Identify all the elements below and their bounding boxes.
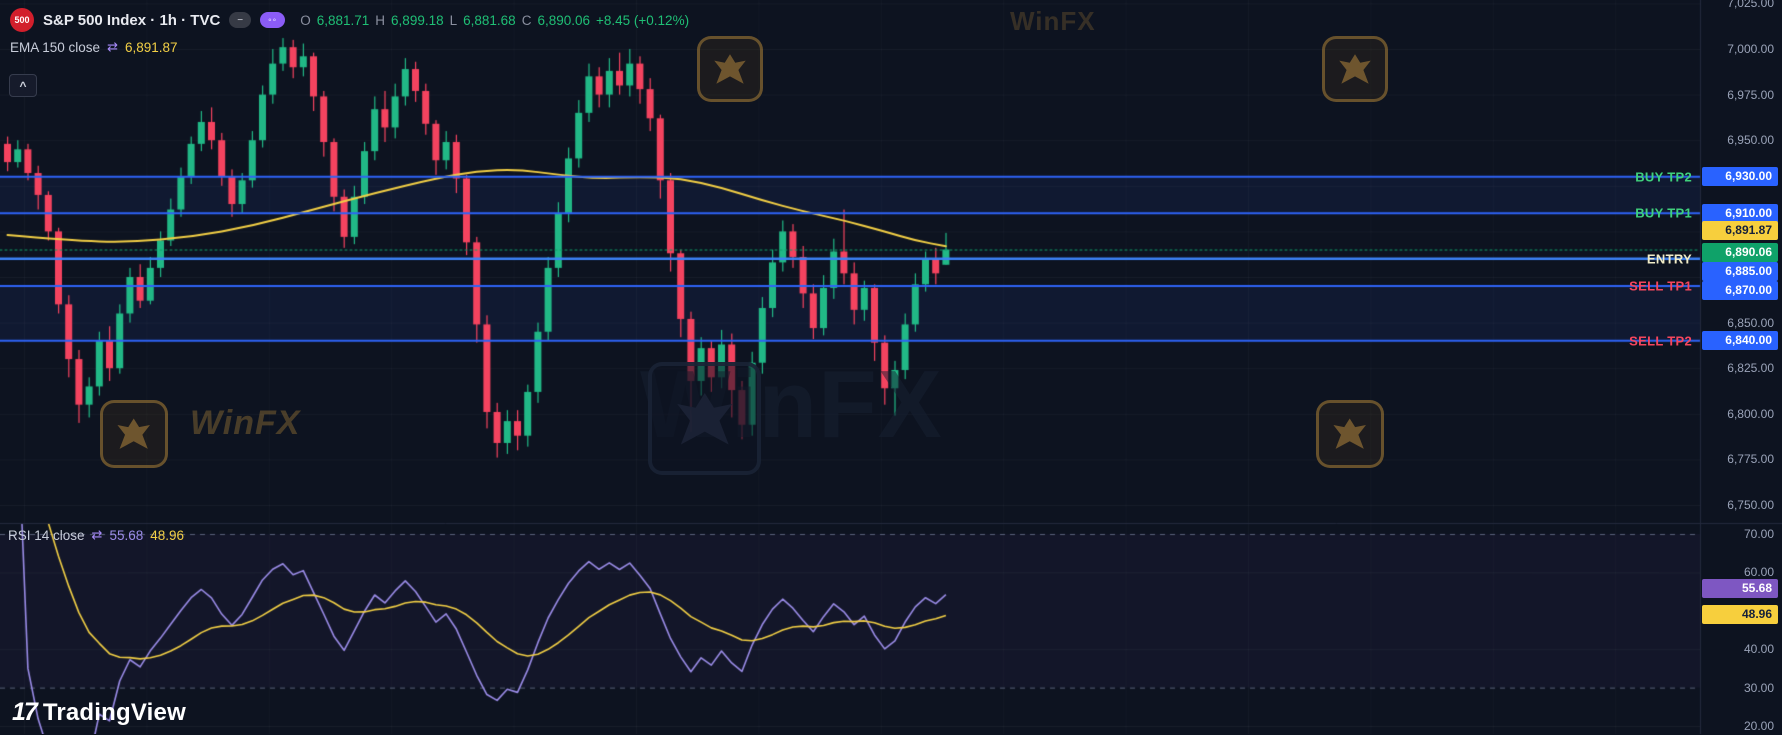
high-label: H bbox=[375, 12, 386, 28]
low-label: L bbox=[449, 12, 458, 28]
ohlc-readout: O 6,881.71 H 6,899.18 L 6,881.68 C 6,890… bbox=[300, 13, 689, 28]
close-value: 6,890.06 bbox=[537, 12, 590, 28]
ema-legend-label: EMA 150 close bbox=[10, 39, 101, 55]
level-price-badge: 6,840.00 bbox=[1702, 331, 1778, 351]
ema-legend-value: 6,891.87 bbox=[124, 39, 178, 55]
rsi-price-badge: 55.68 bbox=[1702, 579, 1778, 599]
price-axis[interactable]: 7,025.00 7,000.00 6,975.00 6,950.00 6,850.00… bbox=[1700, 0, 1782, 734]
high-value: 6,899.18 bbox=[391, 12, 444, 28]
rsi-axis-tick: 40.00 bbox=[1743, 642, 1774, 657]
price-axis-tick: 6,850.00 bbox=[1727, 315, 1774, 330]
last-price-badge: 6,890.06 bbox=[1702, 243, 1778, 263]
level-label-sell-tp2[interactable]: SELL TP2 bbox=[1629, 333, 1692, 349]
indicator-sync-icon[interactable]: ⇄ bbox=[107, 39, 118, 54]
level-label-buy-tp1[interactable]: BUY TP1 bbox=[1635, 205, 1692, 221]
level-label-buy-tp2[interactable]: BUY TP2 bbox=[1635, 169, 1692, 185]
indicator-sync-icon[interactable]: ⇄ bbox=[91, 527, 103, 542]
chevron-up-icon: ^ bbox=[19, 78, 27, 93]
price-axis-tick: 6,975.00 bbox=[1727, 87, 1774, 102]
rsi-legend-label: RSI 14 close bbox=[8, 527, 85, 543]
rsi-legend[interactable]: RSI 14 close ⇄ 55.68 48.96 bbox=[8, 527, 184, 543]
price-axis-tick: 6,750.00 bbox=[1727, 498, 1774, 512]
symbol-title[interactable]: S&P 500 Index · 1h · TVC bbox=[43, 11, 221, 29]
price-axis-tick: 7,000.00 bbox=[1727, 42, 1774, 56]
rsi-axis-tick: 20.00 bbox=[1743, 719, 1774, 733]
rsi-axis-tick: 70.00 bbox=[1743, 527, 1774, 541]
legend-minimize-pill-icon[interactable]: − bbox=[229, 12, 252, 28]
level-label-sell-tp1[interactable]: SELL TP1 bbox=[1629, 278, 1692, 294]
rsi-legend-value: 55.68 bbox=[109, 527, 144, 543]
rsi-axis-tick: 60.00 bbox=[1743, 565, 1774, 580]
price-axis-tick: 6,825.00 bbox=[1727, 361, 1774, 376]
price-axis-tick: 7,025.00 bbox=[1727, 0, 1774, 11]
open-label: O bbox=[300, 12, 311, 28]
ema-legend[interactable]: EMA 150 close ⇄ 6,891.87 bbox=[10, 39, 178, 55]
legend-collapse-button[interactable]: ^ bbox=[9, 74, 37, 97]
level-price-badge: 6,910.00 bbox=[1702, 203, 1778, 223]
price-axis-tick: 6,950.00 bbox=[1727, 133, 1774, 148]
level-label-entry[interactable]: ENTRY bbox=[1646, 251, 1692, 267]
price-axis-tick: 6,800.00 bbox=[1727, 406, 1774, 421]
reactions-pill-icon[interactable]: ◦◦ bbox=[260, 12, 286, 28]
low-value: 6,881.68 bbox=[463, 12, 516, 28]
tradingview-logo[interactable]: 17 TradingView bbox=[12, 698, 186, 727]
tradingview-logo-icon: 17 bbox=[12, 698, 38, 726]
rsi_ma-price-badge: 48.96 bbox=[1702, 605, 1778, 625]
ema-price-badge: 6,891.87 bbox=[1702, 220, 1778, 240]
sp500-logo-icon: 500 bbox=[10, 8, 34, 32]
symbol-legend: 500 S&P 500 Index · 1h · TVC − ◦◦ O 6,88… bbox=[10, 8, 689, 32]
rsi-ma-legend-value: 48.96 bbox=[150, 527, 185, 543]
level-price-badge: 6,885.00 bbox=[1702, 262, 1778, 282]
close-label: C bbox=[521, 12, 532, 28]
level-price-badge: 6,930.00 bbox=[1702, 167, 1778, 187]
tradingview-brand-text: TradingView bbox=[42, 698, 186, 726]
open-value: 6,881.71 bbox=[316, 12, 370, 28]
level-price-badge: 6,870.00 bbox=[1702, 280, 1778, 300]
change-value: +8.45 (+0.12%) bbox=[596, 12, 690, 28]
price-axis-tick: 6,775.00 bbox=[1727, 452, 1774, 467]
rsi-axis-tick: 30.00 bbox=[1743, 680, 1774, 695]
